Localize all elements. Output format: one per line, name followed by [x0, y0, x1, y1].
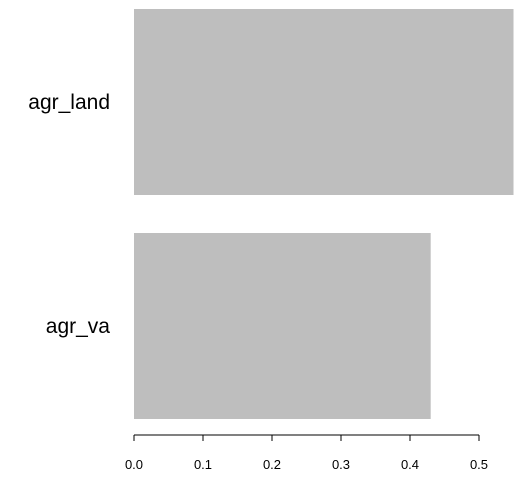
x-axis: 0.0 0.1 0.2 0.3 0.4 0.5: [125, 434, 488, 472]
x-tick-label: 0.3: [332, 457, 350, 472]
category-labels-group: agr_land agr_va: [28, 91, 110, 338]
category-label-agr-land: agr_land: [28, 91, 110, 114]
x-tick-label: 0.2: [263, 457, 281, 472]
bars-group: [134, 9, 514, 419]
x-tick-label: 0.1: [194, 457, 212, 472]
bar-agr-land: [134, 9, 514, 195]
category-label-agr-va: agr_va: [46, 315, 111, 338]
bar-agr-va: [134, 233, 431, 419]
x-tick-label: 0.5: [470, 457, 488, 472]
x-tick-label: 0.4: [401, 457, 419, 472]
x-axis-ticks: 0.0 0.1 0.2 0.3 0.4 0.5: [125, 435, 488, 472]
x-tick-label: 0.0: [125, 457, 143, 472]
